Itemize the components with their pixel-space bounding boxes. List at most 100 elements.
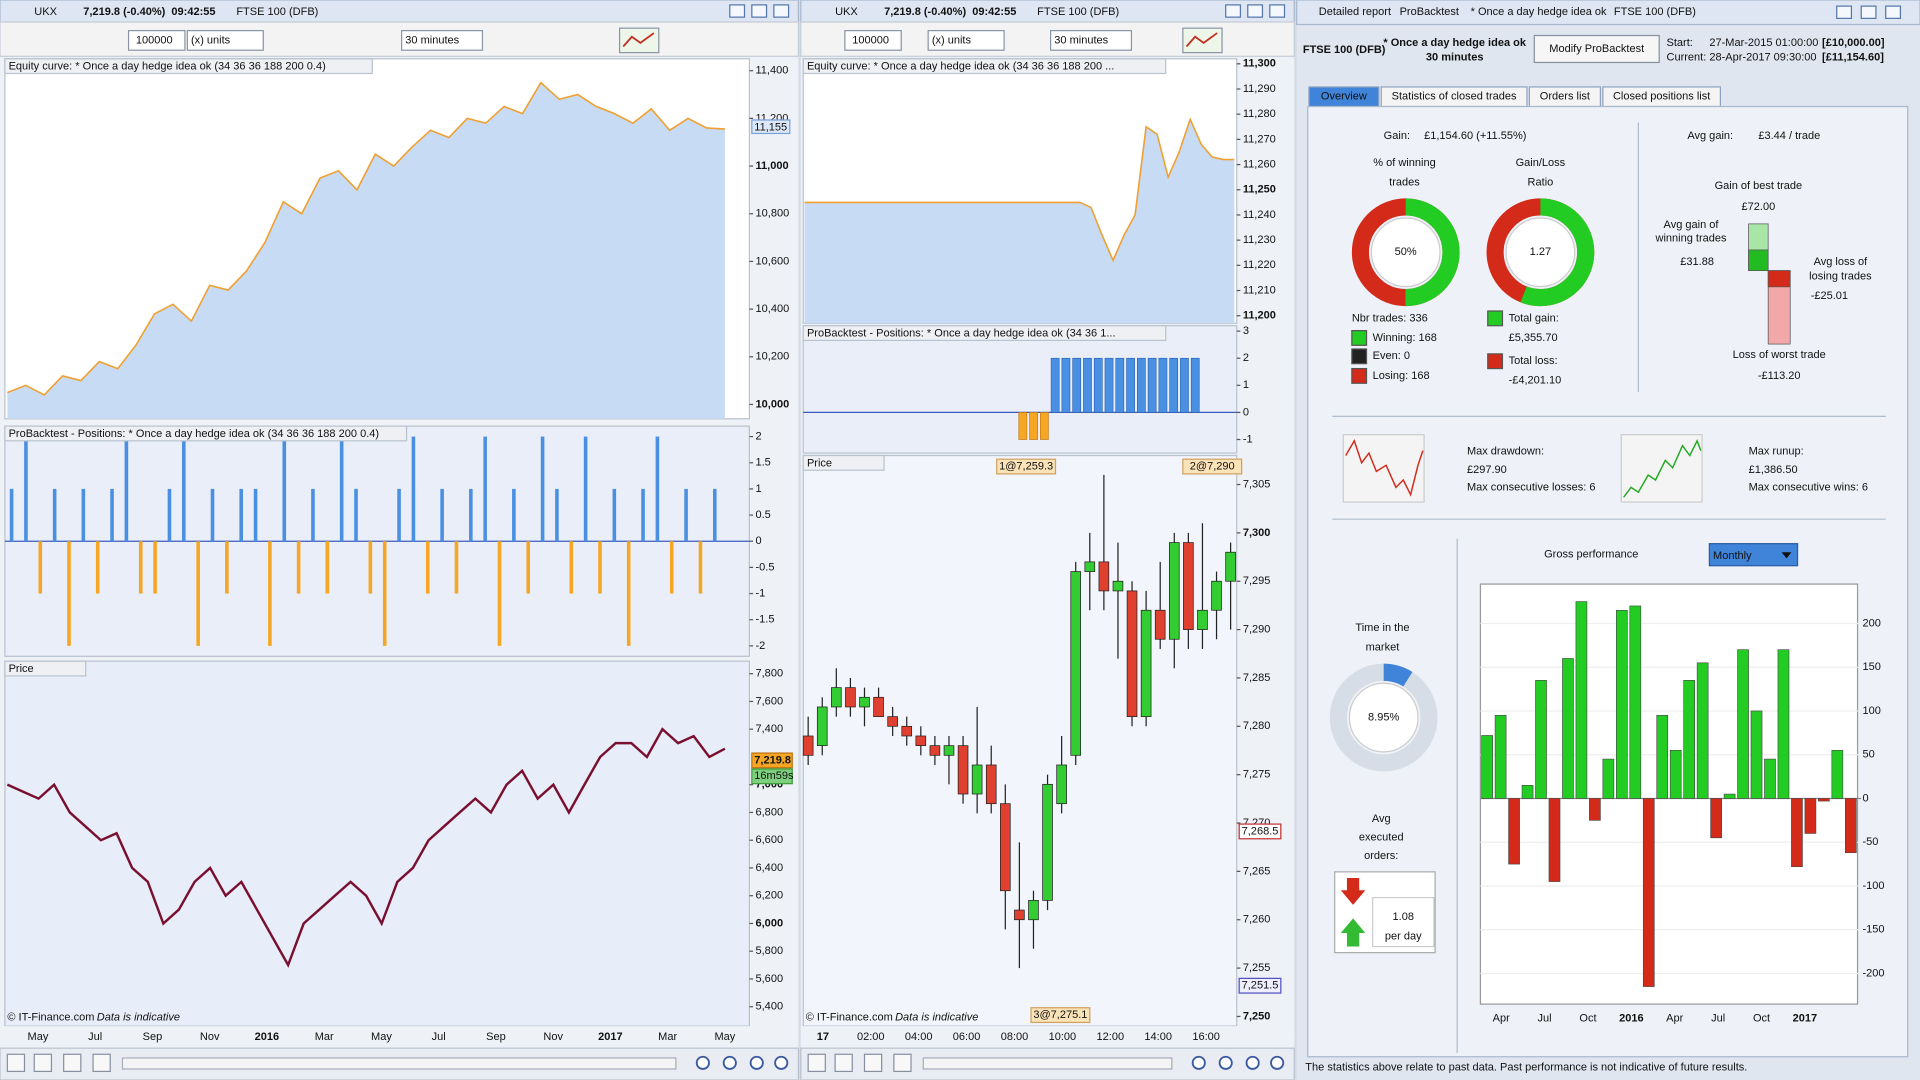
units-dropdown[interactable] bbox=[186, 30, 264, 51]
candle-body bbox=[845, 687, 856, 708]
label: 1.08 bbox=[1393, 911, 1414, 923]
y-tick-label: 10,800 bbox=[756, 208, 790, 220]
current-price-box bbox=[751, 752, 793, 769]
y-tick-label: 2 bbox=[1243, 352, 1249, 364]
candle-body bbox=[802, 735, 814, 756]
chart-type-button[interactable] bbox=[618, 27, 660, 54]
candle-body bbox=[1211, 580, 1222, 611]
window-button[interactable] bbox=[729, 4, 746, 18]
tool-button[interactable] bbox=[863, 1053, 883, 1073]
label: Gain: bbox=[1384, 130, 1410, 142]
label: 16m59s bbox=[754, 770, 794, 782]
zoom-button[interactable] bbox=[1191, 1055, 1206, 1070]
button-label[interactable]: Modify ProBacktest bbox=[1549, 43, 1644, 55]
candle-body bbox=[1084, 561, 1096, 572]
zoom-button[interactable] bbox=[774, 1055, 789, 1070]
position-bar bbox=[210, 488, 215, 542]
bar bbox=[1508, 798, 1520, 865]
zoom-button[interactable] bbox=[1270, 1055, 1285, 1070]
y-tick-label: 7,285 bbox=[1243, 672, 1271, 684]
candle-body bbox=[1000, 803, 1011, 892]
label: 11,155 bbox=[754, 121, 787, 133]
label: Gross performance bbox=[1544, 549, 1638, 561]
window-button[interactable] bbox=[1269, 4, 1286, 18]
quantity-input[interactable] bbox=[127, 30, 186, 51]
scrollbar bbox=[922, 1057, 1173, 1070]
tab-label[interactable]: Overview bbox=[1321, 91, 1367, 103]
x-tick-label: Mar bbox=[315, 1031, 334, 1043]
window-button[interactable] bbox=[1860, 5, 1877, 19]
y-tick-label: -150 bbox=[1862, 924, 1884, 936]
zoom-button[interactable] bbox=[1245, 1055, 1260, 1070]
position-bar bbox=[469, 488, 473, 542]
tool-button[interactable] bbox=[92, 1053, 111, 1073]
window-button[interactable] bbox=[1836, 5, 1853, 19]
position-bar bbox=[569, 541, 574, 594]
pane-header bbox=[4, 58, 373, 75]
timeframe-dropdown[interactable] bbox=[1050, 30, 1133, 51]
position-bar bbox=[354, 488, 358, 542]
y-tick-label: 3 bbox=[1243, 325, 1249, 337]
pane-title: ProBacktest - Positions: * Once a day he… bbox=[807, 328, 1116, 340]
window-button[interactable] bbox=[1885, 5, 1902, 19]
modify-button[interactable] bbox=[1533, 34, 1660, 64]
x-tick-label: May bbox=[28, 1031, 49, 1043]
candle-body bbox=[1098, 561, 1110, 592]
label: 09:42:55 bbox=[972, 6, 1016, 18]
label: losing trades bbox=[1809, 271, 1872, 283]
bar bbox=[1642, 798, 1655, 987]
tab-label[interactable]: Statistics of closed trades bbox=[1392, 91, 1517, 103]
units-dropdown[interactable] bbox=[927, 30, 1005, 51]
tool-button[interactable] bbox=[6, 1053, 26, 1073]
bar bbox=[1669, 750, 1682, 799]
x-tick-label: 12:00 bbox=[1097, 1031, 1125, 1043]
label: 30 minutes bbox=[1426, 51, 1484, 63]
quantity-input[interactable] bbox=[844, 30, 902, 51]
legend-swatch bbox=[1351, 348, 1368, 365]
y-tick-label: 100 bbox=[1862, 705, 1880, 717]
label: FTSE 100 (DFB) bbox=[1303, 44, 1386, 56]
window-button[interactable] bbox=[1225, 4, 1242, 18]
bar bbox=[1750, 710, 1763, 799]
order-tag bbox=[996, 458, 1057, 475]
dropdown-value[interactable]: Monthly bbox=[1713, 550, 1752, 562]
tool-button[interactable] bbox=[63, 1053, 82, 1073]
x-tick-label: 16:00 bbox=[1192, 1031, 1220, 1043]
zoom-button[interactable] bbox=[722, 1055, 737, 1070]
y-tick-label: 0.5 bbox=[756, 509, 771, 521]
tool-button[interactable] bbox=[807, 1053, 826, 1073]
y-tick-label: 50 bbox=[1862, 749, 1874, 761]
trade-bar bbox=[1767, 270, 1791, 288]
position-bar bbox=[526, 541, 531, 594]
position-bar bbox=[712, 488, 717, 542]
window-button[interactable] bbox=[773, 4, 790, 18]
position-bar bbox=[124, 436, 129, 542]
pane-title: Price bbox=[9, 663, 34, 675]
zoom-button[interactable] bbox=[695, 1055, 710, 1070]
zoom-button[interactable] bbox=[749, 1055, 764, 1070]
window-button[interactable] bbox=[751, 4, 768, 18]
position-bar bbox=[425, 541, 430, 594]
position-bar bbox=[512, 488, 516, 542]
position-bar bbox=[555, 488, 559, 542]
x-tick-label: 2017 bbox=[1793, 1013, 1818, 1025]
candle-body bbox=[943, 745, 955, 756]
tab-label[interactable]: Closed positions list bbox=[1613, 91, 1710, 103]
label: Total loss: bbox=[1509, 355, 1558, 367]
tool-button[interactable] bbox=[33, 1053, 53, 1073]
equity-line bbox=[804, 117, 1235, 263]
tool-button[interactable] bbox=[834, 1053, 853, 1073]
tab-label[interactable]: Orders list bbox=[1540, 91, 1590, 103]
candle-body bbox=[1225, 551, 1236, 582]
timeframe-dropdown[interactable] bbox=[401, 30, 484, 51]
period-dropdown[interactable] bbox=[1708, 543, 1799, 567]
label: Current: bbox=[1667, 51, 1707, 63]
down-arrow bbox=[1340, 877, 1366, 905]
position-bar bbox=[698, 541, 703, 594]
level-tag bbox=[1238, 823, 1282, 840]
window-button[interactable] bbox=[1247, 4, 1264, 18]
chart-type-button[interactable] bbox=[1182, 27, 1223, 54]
zoom-button[interactable] bbox=[1218, 1055, 1233, 1070]
tool-button[interactable] bbox=[893, 1053, 912, 1073]
